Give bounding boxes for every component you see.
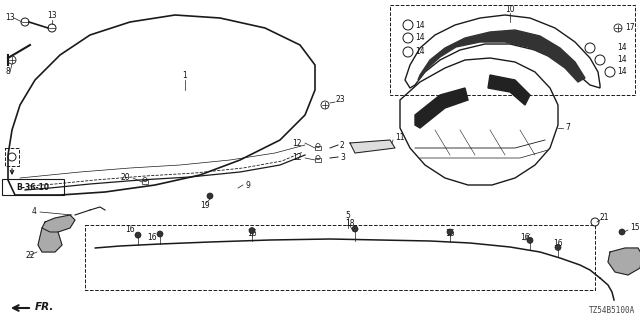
Text: FR.: FR. bbox=[35, 302, 54, 312]
Circle shape bbox=[249, 228, 255, 234]
Text: 5: 5 bbox=[346, 211, 351, 220]
Text: 20: 20 bbox=[120, 173, 130, 182]
Polygon shape bbox=[350, 140, 395, 153]
Text: 21: 21 bbox=[600, 213, 609, 222]
Polygon shape bbox=[415, 88, 468, 128]
Circle shape bbox=[135, 232, 141, 238]
Polygon shape bbox=[42, 215, 75, 232]
Text: 8: 8 bbox=[5, 68, 10, 76]
Text: B-36-10: B-36-10 bbox=[17, 182, 49, 191]
Text: 3: 3 bbox=[340, 154, 345, 163]
Text: 14: 14 bbox=[415, 20, 424, 29]
Text: 12: 12 bbox=[292, 154, 302, 163]
Text: 13: 13 bbox=[5, 13, 15, 22]
Text: 15: 15 bbox=[630, 223, 639, 233]
Circle shape bbox=[619, 229, 625, 235]
Bar bbox=[390, 5, 635, 95]
Text: 19: 19 bbox=[200, 201, 210, 210]
Text: 18: 18 bbox=[345, 220, 355, 228]
Polygon shape bbox=[418, 30, 585, 82]
Bar bbox=[315, 157, 321, 163]
Text: 17: 17 bbox=[625, 23, 635, 33]
Text: 16: 16 bbox=[247, 229, 257, 238]
Text: 16: 16 bbox=[125, 226, 135, 235]
Circle shape bbox=[207, 193, 213, 199]
Circle shape bbox=[157, 231, 163, 237]
Polygon shape bbox=[608, 248, 640, 275]
Polygon shape bbox=[488, 75, 530, 105]
Text: TZ54B5100A: TZ54B5100A bbox=[589, 306, 635, 315]
Text: 14: 14 bbox=[415, 47, 424, 57]
Bar bbox=[85, 225, 595, 290]
Text: 7: 7 bbox=[565, 124, 570, 132]
Bar bbox=[315, 146, 321, 150]
Text: 1: 1 bbox=[182, 70, 188, 79]
Bar bbox=[5, 148, 19, 166]
Text: 23: 23 bbox=[335, 95, 344, 105]
Text: 13: 13 bbox=[47, 12, 57, 20]
Text: 16: 16 bbox=[445, 229, 455, 238]
Circle shape bbox=[527, 237, 533, 243]
Text: 14: 14 bbox=[617, 44, 627, 52]
Text: 12: 12 bbox=[292, 139, 302, 148]
Text: 14: 14 bbox=[617, 68, 627, 76]
Text: 11: 11 bbox=[395, 133, 404, 142]
Text: 16: 16 bbox=[553, 239, 563, 249]
Circle shape bbox=[352, 226, 358, 232]
Text: 4: 4 bbox=[32, 207, 37, 217]
Circle shape bbox=[555, 244, 561, 250]
Text: 22: 22 bbox=[25, 251, 35, 260]
Bar bbox=[142, 180, 148, 184]
Text: 9: 9 bbox=[245, 180, 250, 189]
Text: 14: 14 bbox=[415, 34, 424, 43]
Text: 16: 16 bbox=[147, 233, 157, 242]
Text: 10: 10 bbox=[505, 5, 515, 14]
Text: 2: 2 bbox=[340, 140, 345, 149]
Polygon shape bbox=[38, 228, 62, 252]
Circle shape bbox=[447, 229, 453, 235]
Text: 14: 14 bbox=[617, 55, 627, 65]
Text: 16: 16 bbox=[520, 234, 530, 243]
